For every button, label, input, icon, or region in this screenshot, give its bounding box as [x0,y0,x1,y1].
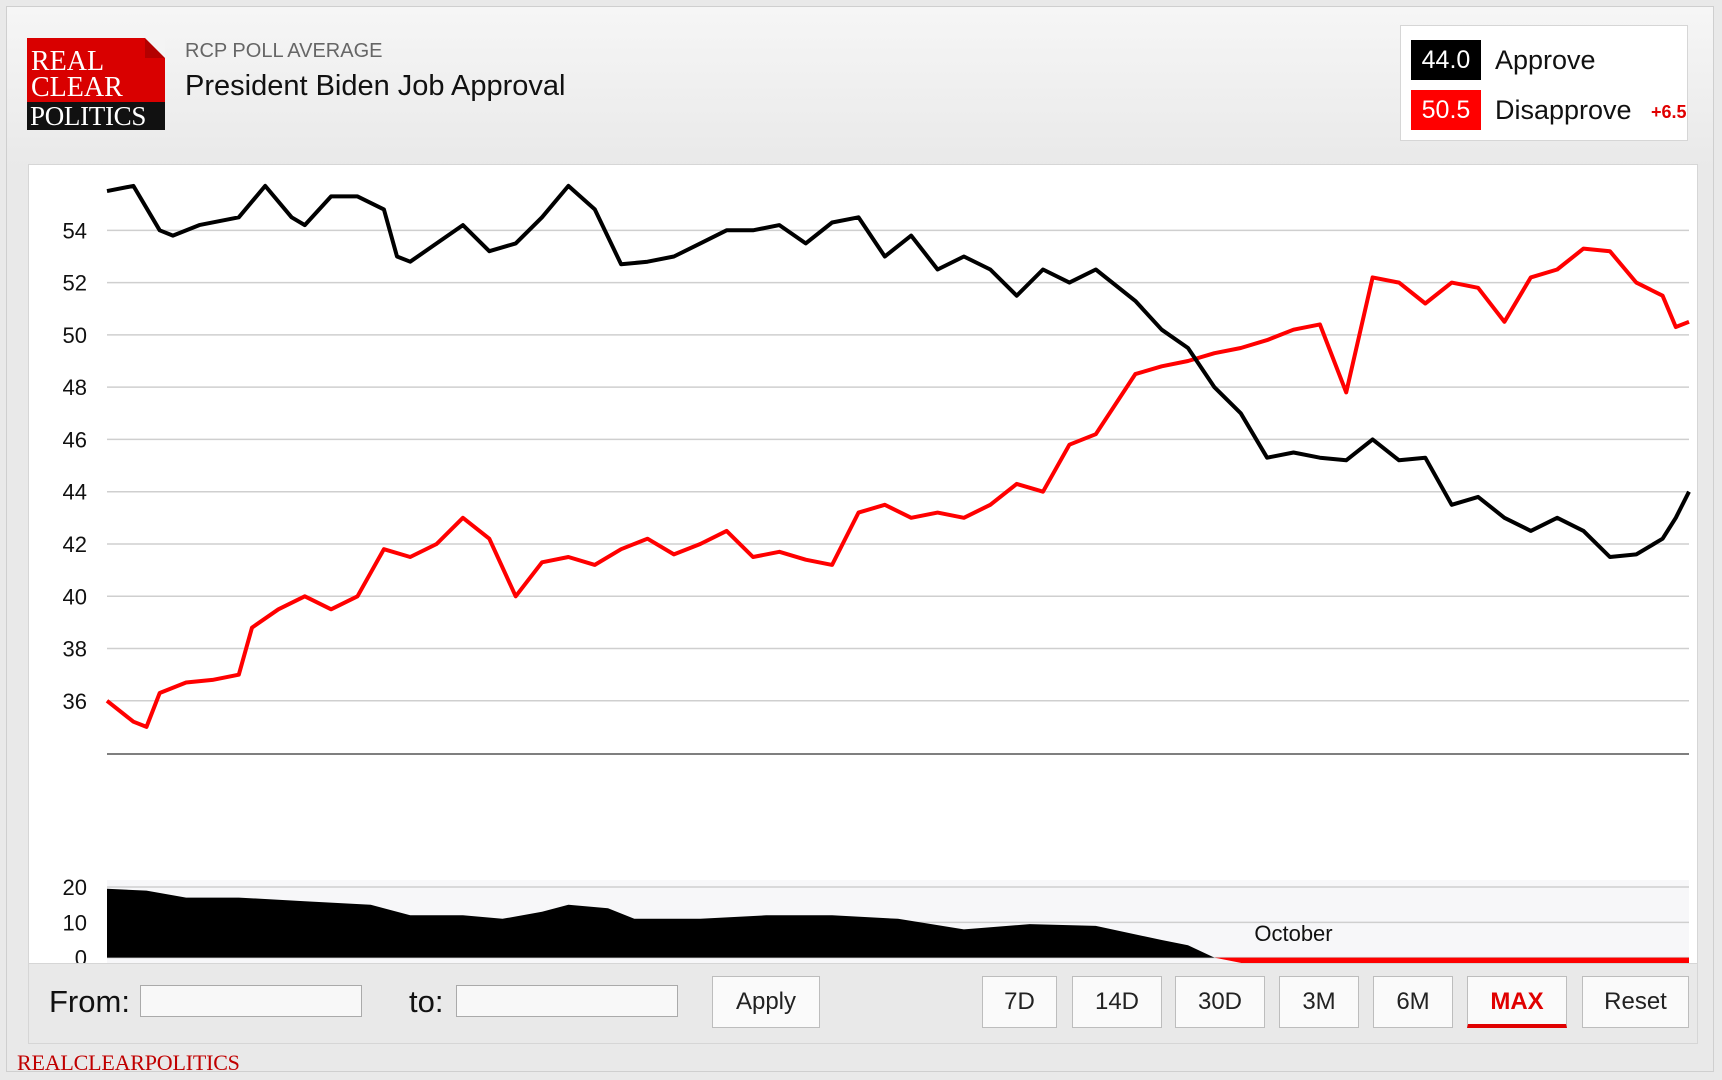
y-tick-label-44: 44 [63,480,87,505]
legend-box: 44.0 Approve 50.5 Disapprove +6.5 [1400,25,1688,141]
spread-value: +6.5 [1651,102,1687,122]
y-tick-label-42: 42 [63,532,87,557]
legend-disapprove: 50.5 Disapprove +6.5 [1411,90,1687,130]
from-date-input[interactable] [140,985,362,1017]
y-tick-label-48: 48 [63,375,87,400]
chart-area[interactable]: 3638404244464850525420100-10AprilJulyOct… [28,164,1698,964]
series-line-approve [106,183,1691,559]
to-date-input[interactable] [456,985,678,1017]
range-30d-button[interactable]: 30D [1175,976,1265,1028]
logo-line-2: CLEAR [31,72,123,103]
to-label: to: [409,984,444,1019]
range-14d-button[interactable]: 14D [1072,976,1162,1028]
range-3m-button[interactable]: 3M [1279,976,1359,1028]
approve-value: 44.0 [1411,40,1481,80]
logo-corner-fold [145,38,165,58]
spread-tick-label-0: 0 [75,946,87,963]
spread-tick-label-10: 10 [63,910,87,935]
spread-tick-label-20: 20 [63,875,87,900]
spread-area-positive [107,888,1689,958]
logo-line-1: REAL [31,46,105,77]
logo-line-3: POLITICS [27,102,165,130]
reset-button[interactable]: Reset [1582,976,1689,1028]
approve-label: Approve [1495,45,1596,75]
chart-subtitle: RCP POLL AVERAGE [185,40,383,62]
y-tick-label-40: 40 [63,584,87,609]
apply-button[interactable]: Apply [712,976,820,1028]
spread-area-negative [107,957,1689,963]
x-tick-label-october: October [1254,921,1332,946]
range-7d-button[interactable]: 7D [982,976,1057,1028]
disapprove-value: 50.5 [1411,90,1481,130]
series-line-disapprove [105,246,1690,729]
y-tick-label-50: 50 [63,323,87,348]
range-max-button[interactable]: MAX [1467,976,1567,1028]
footer-brand-logo: REALCLEARPOLITICS [17,1050,240,1075]
y-tick-label-52: 52 [63,271,87,296]
disapprove-label: Disapprove [1495,95,1632,125]
from-label: From: [49,984,130,1019]
y-tick-label-38: 38 [63,637,87,662]
legend-approve: 44.0 Approve [1411,40,1681,80]
y-tick-label-46: 46 [63,427,87,452]
controls-bar: From: to: Apply 7D 14D 30D 3M 6M MAX Res… [28,964,1698,1044]
rcp-logo: REAL CLEAR POLITICS [27,38,165,130]
y-tick-label-54: 54 [63,218,87,243]
y-tick-label-36: 36 [63,689,87,714]
range-6m-button[interactable]: 6M [1373,976,1453,1028]
chart-svg: 3638404244464850525420100-10AprilJulyOct… [63,183,1691,963]
chart-title: President Biden Job Approval [185,70,566,102]
